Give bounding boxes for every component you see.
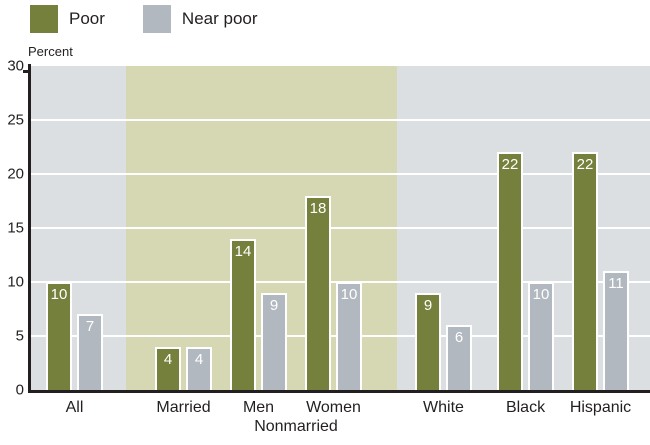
x-label-married: Married <box>156 399 211 416</box>
bar-value-label: 10 <box>532 286 550 303</box>
gridline-20 <box>31 173 650 175</box>
bar-near-poor-women: 10 <box>336 282 362 390</box>
y-tick-0: 0 <box>15 381 24 399</box>
legend-swatch-poor <box>30 5 58 33</box>
y-tick-25: 25 <box>7 111 24 129</box>
x-label-white: White <box>423 399 464 416</box>
bar-value-label: 4 <box>194 350 204 368</box>
x-label-black: Black <box>505 399 546 416</box>
bar-value-label: 22 <box>501 156 519 174</box>
bar-poor-white: 9 <box>415 292 441 390</box>
legend-label-poor: Poor <box>69 9 105 28</box>
legend-label-near-poor: Near poor <box>181 9 258 28</box>
y-tick-20: 20 <box>7 165 24 183</box>
bar-value-label: 11 <box>608 275 624 293</box>
legend-item-near-poor: Near poor <box>142 5 258 33</box>
bar-near-poor-married: 4 <box>186 346 212 390</box>
group-label-nonmarried: Nonmarried <box>254 418 338 435</box>
bar-poor-all: 10 <box>46 282 72 390</box>
y-tick-5: 5 <box>15 327 24 345</box>
bar-poor-women: 18 <box>305 195 331 390</box>
gridline-25 <box>31 119 650 121</box>
bar-poor-black: 22 <box>497 152 523 390</box>
bar-value-label: 9 <box>423 296 433 314</box>
bar-value-label: 6 <box>454 329 464 347</box>
bar-near-poor-hispanic: 11 <box>603 271 629 390</box>
bar-poor-hispanic: 22 <box>572 152 598 390</box>
y-tick-10: 10 <box>7 273 24 291</box>
x-axis-line <box>28 390 650 393</box>
x-label-men: Men <box>242 399 275 416</box>
x-label-all: All <box>65 399 84 416</box>
bar-value-label: 10 <box>50 286 68 303</box>
x-label-women: Women <box>306 399 361 416</box>
gridline-15 <box>31 227 650 229</box>
y-axis-title: Percent <box>28 44 73 59</box>
y-tick-30: 30 <box>7 57 24 75</box>
legend-swatch-near-poor <box>142 5 171 33</box>
bar-value-label: 7 <box>85 318 95 336</box>
bar-value-label: 10 <box>340 286 358 303</box>
x-label-hispanic: Hispanic <box>569 399 632 416</box>
legend-item-poor: Poor <box>30 5 105 33</box>
bar-near-poor-all: 7 <box>77 314 103 390</box>
bar-near-poor-black: 10 <box>528 282 554 390</box>
y-axis-top-tick <box>23 70 28 73</box>
y-axis-line <box>28 64 31 393</box>
bar-value-label: 22 <box>576 156 594 174</box>
bar-poor-married: 4 <box>155 346 181 390</box>
bar-value-label: 9 <box>269 296 279 314</box>
bar-value-label: 18 <box>309 199 327 217</box>
bar-near-poor-men: 9 <box>261 292 287 390</box>
bar-value-label: 4 <box>163 350 173 368</box>
legend: Poor Near poor <box>30 5 258 33</box>
bar-value-label: 14 <box>234 242 252 260</box>
bar-near-poor-white: 6 <box>446 325 472 390</box>
bar-poor-men: 14 <box>230 238 256 390</box>
y-tick-15: 15 <box>7 219 24 237</box>
